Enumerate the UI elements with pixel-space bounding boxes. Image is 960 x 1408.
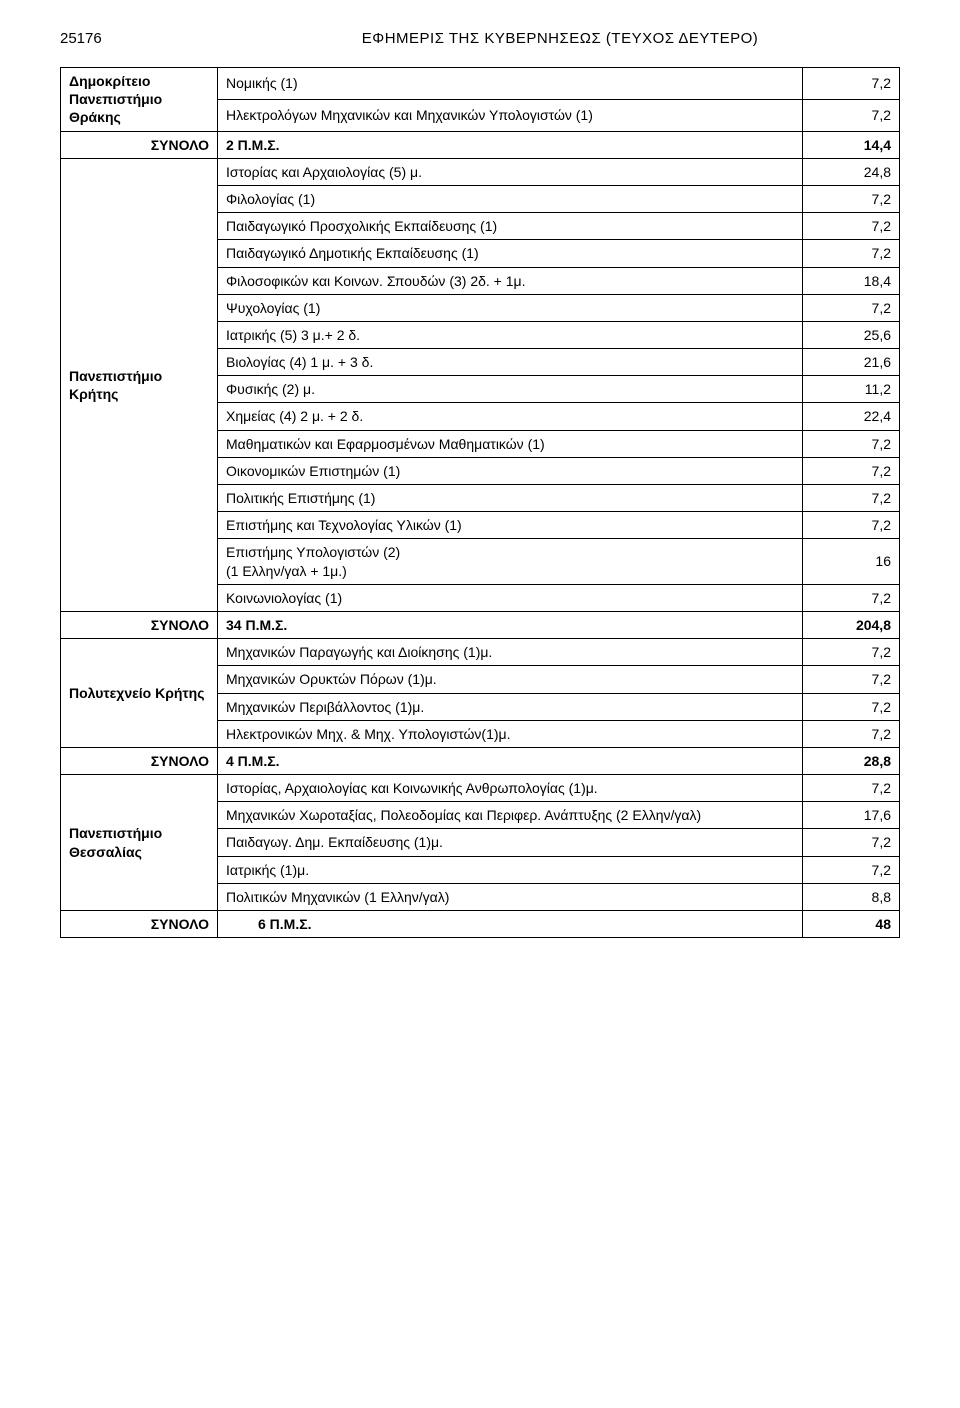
- gazette-title: ΕΦΗΜΕΡΙΣ ΤΗΣ ΚΥΒΕΡΝΗΣΕΩΣ (ΤΕΥΧΟΣ ΔΕΥΤΕΡΟ…: [220, 30, 900, 47]
- table-row: Πανεπιστήμιο ΚρήτηςΙστορίας και Αρχαιολο…: [61, 158, 900, 185]
- table-row: Δημοκρίτειο Πανεπιστήμιο ΘράκηςΝομικής (…: [61, 68, 900, 100]
- total-name: 2 Π.Μ.Σ.: [218, 131, 803, 158]
- row-name: Ιστορίας και Αρχαιολογίας (5) μ.: [218, 158, 803, 185]
- row-value: 7,2: [803, 185, 900, 212]
- row-value: 7,2: [803, 666, 900, 693]
- row-value: 16: [803, 539, 900, 584]
- row-name: Οικονομικών Επιστημών (1): [218, 457, 803, 484]
- row-value: 7,2: [803, 68, 900, 100]
- row-value: 17,6: [803, 802, 900, 829]
- row-value: 22,4: [803, 403, 900, 430]
- row-value: 7,2: [803, 99, 900, 131]
- row-value: 7,2: [803, 775, 900, 802]
- page-number: 25176: [60, 30, 150, 47]
- total-row: ΣΥΝΟΛΟ34 Π.Μ.Σ.204,8: [61, 611, 900, 638]
- total-value: 14,4: [803, 131, 900, 158]
- row-value: 7,2: [803, 457, 900, 484]
- total-label: ΣΥΝΟΛΟ: [61, 131, 218, 158]
- total-name: 6 Π.Μ.Σ.: [218, 911, 803, 938]
- row-value: 18,4: [803, 267, 900, 294]
- row-name: Φυσικής (2) μ.: [218, 376, 803, 403]
- row-name: Ηλεκτρολόγων Μηχανικών και Μηχανικών Υπο…: [218, 99, 803, 131]
- row-name: Παιδαγωγ. Δημ. Εκπαίδευσης (1)μ.: [218, 829, 803, 856]
- row-value: 7,2: [803, 829, 900, 856]
- table-row: Πολυτεχνείο ΚρήτηςΜηχανικών Παραγωγής κα…: [61, 639, 900, 666]
- page-header: 25176 ΕΦΗΜΕΡΙΣ ΤΗΣ ΚΥΒΕΡΝΗΣΕΩΣ (ΤΕΥΧΟΣ Δ…: [60, 30, 900, 47]
- row-name: Πολιτικής Επιστήμης (1): [218, 485, 803, 512]
- row-value: 24,8: [803, 158, 900, 185]
- row-name: Ιατρικής (5) 3 μ.+ 2 δ.: [218, 321, 803, 348]
- row-name: Φιλολογίας (1): [218, 185, 803, 212]
- row-name: Ηλεκτρονικών Μηχ. & Μηχ. Υπολογιστών(1)μ…: [218, 720, 803, 747]
- row-name: Κοινωνιολογίας (1): [218, 584, 803, 611]
- row-name: Μηχανικών Ορυκτών Πόρων (1)μ.: [218, 666, 803, 693]
- row-value: 7,2: [803, 856, 900, 883]
- row-name: Νομικής (1): [218, 68, 803, 100]
- row-value: 7,2: [803, 720, 900, 747]
- row-value: 25,6: [803, 321, 900, 348]
- row-value: 7,2: [803, 584, 900, 611]
- section-label: Δημοκρίτειο Πανεπιστήμιο Θράκης: [61, 68, 218, 132]
- row-name: Μηχανικών Περιβάλλοντος (1)μ.: [218, 693, 803, 720]
- row-name: Χημείας (4) 2 μ. + 2 δ.: [218, 403, 803, 430]
- document-page: 25176 ΕΦΗΜΕΡΙΣ ΤΗΣ ΚΥΒΕΡΝΗΣΕΩΣ (ΤΕΥΧΟΣ Δ…: [0, 0, 960, 1408]
- row-name: Ψυχολογίας (1): [218, 294, 803, 321]
- row-name: Φιλοσοφικών και Κοινων. Σπουδών (3) 2δ. …: [218, 267, 803, 294]
- row-value: 21,6: [803, 349, 900, 376]
- row-name: Μηχανικών Παραγωγής και Διοίκησης (1)μ.: [218, 639, 803, 666]
- row-value: 7,2: [803, 639, 900, 666]
- row-value: 7,2: [803, 485, 900, 512]
- row-value: 7,2: [803, 294, 900, 321]
- total-row: ΣΥΝΟΛΟ4 Π.Μ.Σ.28,8: [61, 747, 900, 774]
- row-name: Ιστορίας, Αρχαιολογίας και Κοινωνικής Αν…: [218, 775, 803, 802]
- total-value: 48: [803, 911, 900, 938]
- row-value: 7,2: [803, 693, 900, 720]
- total-label: ΣΥΝΟΛΟ: [61, 611, 218, 638]
- total-label: ΣΥΝΟΛΟ: [61, 747, 218, 774]
- section-label: Πανεπιστήμιο Κρήτης: [61, 158, 218, 611]
- row-value: 7,2: [803, 240, 900, 267]
- row-value: 7,2: [803, 512, 900, 539]
- row-name: Βιολογίας (4) 1 μ. + 3 δ.: [218, 349, 803, 376]
- row-name: Επιστήμης και Τεχνολογίας Υλικών (1): [218, 512, 803, 539]
- row-name: Μαθηματικών και Εφαρμοσμένων Μαθηματικών…: [218, 430, 803, 457]
- total-value: 28,8: [803, 747, 900, 774]
- row-name: Παιδαγωγικό Δημοτικής Εκπαίδευσης (1): [218, 240, 803, 267]
- row-name: Μηχανικών Χωροταξίας, Πολεοδομίας και Πε…: [218, 802, 803, 829]
- section-label: Πανεπιστήμιο Θεσσαλίας: [61, 775, 218, 911]
- total-row: ΣΥΝΟΛΟ2 Π.Μ.Σ.14,4: [61, 131, 900, 158]
- row-name: Πολιτικών Μηχανικών (1 Ελλην/γαλ): [218, 883, 803, 910]
- main-table: Δημοκρίτειο Πανεπιστήμιο ΘράκηςΝομικής (…: [60, 67, 900, 938]
- total-value: 204,8: [803, 611, 900, 638]
- table-row: Πανεπιστήμιο ΘεσσαλίαςΙστορίας, Αρχαιολο…: [61, 775, 900, 802]
- total-name: 4 Π.Μ.Σ.: [218, 747, 803, 774]
- row-name: Επιστήμης Υπολογιστών (2)(1 Ελλην/γαλ + …: [218, 539, 803, 584]
- total-row: ΣΥΝΟΛΟ6 Π.Μ.Σ.48: [61, 911, 900, 938]
- row-name: Ιατρικής (1)μ.: [218, 856, 803, 883]
- row-value: 7,2: [803, 430, 900, 457]
- row-value: 8,8: [803, 883, 900, 910]
- total-name: 34 Π.Μ.Σ.: [218, 611, 803, 638]
- row-value: 11,2: [803, 376, 900, 403]
- row-value: 7,2: [803, 213, 900, 240]
- total-label: ΣΥΝΟΛΟ: [61, 911, 218, 938]
- section-label: Πολυτεχνείο Κρήτης: [61, 639, 218, 748]
- row-name: Παιδαγωγικό Προσχολικής Εκπαίδευσης (1): [218, 213, 803, 240]
